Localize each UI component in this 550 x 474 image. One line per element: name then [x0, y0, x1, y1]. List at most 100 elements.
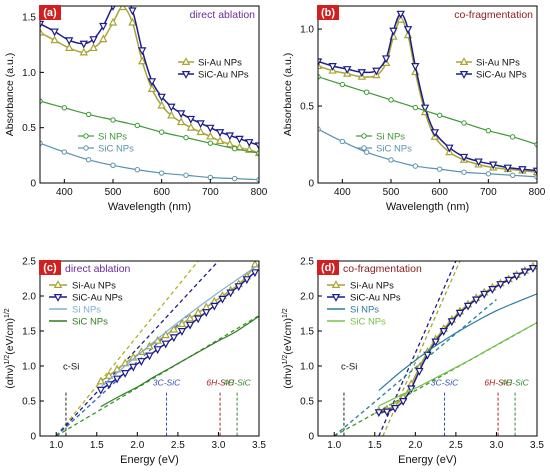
data-point: [134, 167, 141, 173]
data-point: [398, 398, 408, 406]
x-tick-label: 3.0: [489, 440, 503, 451]
data-point: [85, 111, 92, 118]
y-axis-label-part: 1/2: [282, 308, 289, 318]
y-tick-label: 1.5: [22, 327, 36, 338]
data-point: [161, 340, 170, 349]
data-point: [202, 309, 211, 317]
reference-line-label: c-Si: [341, 362, 357, 373]
panel-annotation: co-fragmentation: [343, 263, 422, 275]
data-point: [423, 351, 432, 360]
data-point: [431, 338, 440, 347]
series-line: [378, 322, 537, 407]
legend-label: Si NPs: [350, 305, 379, 316]
legend-label: Si-Au NPs: [350, 281, 394, 292]
series-line: [318, 12, 537, 172]
data-point: [176, 110, 186, 119]
legend-label: SiC-Au NPs: [350, 293, 401, 304]
data-point: [207, 140, 214, 146]
data-point: [167, 103, 176, 112]
legend-marker: [459, 71, 469, 79]
x-tick-label: 2.0: [408, 440, 422, 451]
data-point: [389, 27, 398, 36]
y-tick-label: 0.5: [300, 397, 314, 408]
data-point: [503, 164, 512, 173]
x-axis-label: Wavelength (nm): [108, 201, 191, 213]
data-point: [153, 346, 162, 355]
data-point: [509, 134, 516, 140]
data-point: [157, 100, 166, 109]
data-point: [381, 55, 391, 64]
series-line: [40, 6, 259, 147]
data-point: [50, 28, 59, 37]
data-point: [186, 115, 196, 124]
legend-marker: [181, 57, 191, 65]
data-point: [471, 296, 481, 305]
data-point: [390, 405, 400, 413]
legend-label: Si NPs: [72, 305, 101, 316]
panel-annotation: direct ablation: [190, 9, 256, 21]
data-point: [412, 104, 419, 111]
data-point: [459, 153, 469, 162]
reference-line-label: 4H-SiC: [223, 378, 251, 388]
legend-label: Si NPs: [376, 132, 405, 143]
y-tick-label: 2.0: [300, 292, 314, 303]
x-tick-label: 800: [529, 187, 546, 198]
y-tick-label: 0: [308, 179, 314, 190]
panel-annotation: co-fragmentation: [454, 9, 533, 21]
data-point: [215, 129, 225, 137]
x-axis-label: Energy (eV): [120, 454, 179, 466]
data-point: [485, 171, 492, 177]
x-tick-label: 700: [480, 187, 497, 198]
data-point: [193, 307, 203, 316]
data-point: [177, 319, 187, 327]
x-tick-label: 400: [56, 187, 73, 198]
data-point: [96, 386, 106, 395]
y-axis-label-part: (αhν): [282, 365, 294, 389]
y-tick-label: 0: [30, 432, 36, 443]
data-point: [474, 158, 483, 167]
data-point: [343, 66, 352, 74]
y-tick-label: 2.0: [22, 292, 36, 303]
data-point: [177, 328, 187, 336]
data-point: [509, 172, 516, 179]
data-point: [108, 17, 118, 26]
data-point: [193, 315, 203, 324]
x-tick-label: 1.0: [49, 440, 63, 451]
y-tick-label: 0: [308, 432, 314, 443]
x-tick-label: 800: [251, 187, 268, 198]
data-point: [339, 81, 346, 88]
x-axis-label: Wavelength (nm): [386, 201, 469, 213]
data-point: [65, 37, 74, 46]
data-point: [411, 63, 420, 71]
data-point: [318, 74, 321, 80]
data-point: [235, 135, 244, 144]
data-point: [512, 272, 521, 281]
extrapolation-line: [333, 299, 497, 436]
data-point: [110, 162, 116, 169]
y-tick-label: 0.5: [22, 397, 36, 408]
legend-marker: [331, 280, 341, 288]
chart-panel-1: 400 500 600 700 800 0 0.5 1.0 Wavelength (nm) Abs…: [282, 5, 546, 213]
x-tick-label: 1.5: [90, 440, 104, 451]
panel-label: (a): [43, 7, 57, 19]
x-tick-label: 2.5: [171, 440, 185, 451]
reference-line-label: 3C-SiC: [431, 378, 459, 388]
x-tick-label: 700: [202, 187, 219, 198]
data-point: [225, 132, 234, 141]
y-axis-label-part: 1/2: [282, 355, 289, 365]
x-axis-label: Energy (eV): [398, 454, 457, 466]
data-point: [128, 7, 137, 16]
data-point: [99, 34, 108, 43]
y-axis-label: Absorbance (a.u.): [282, 53, 294, 136]
data-point: [202, 302, 211, 311]
data-point: [79, 40, 88, 49]
y-tick-label: 1.5: [300, 327, 314, 338]
data-point: [363, 89, 370, 95]
data-point: [363, 149, 370, 155]
series-line: [100, 315, 259, 408]
data-point: [318, 126, 321, 132]
data-point: [210, 302, 219, 311]
data-point: [250, 269, 259, 278]
data-point: [485, 127, 492, 134]
